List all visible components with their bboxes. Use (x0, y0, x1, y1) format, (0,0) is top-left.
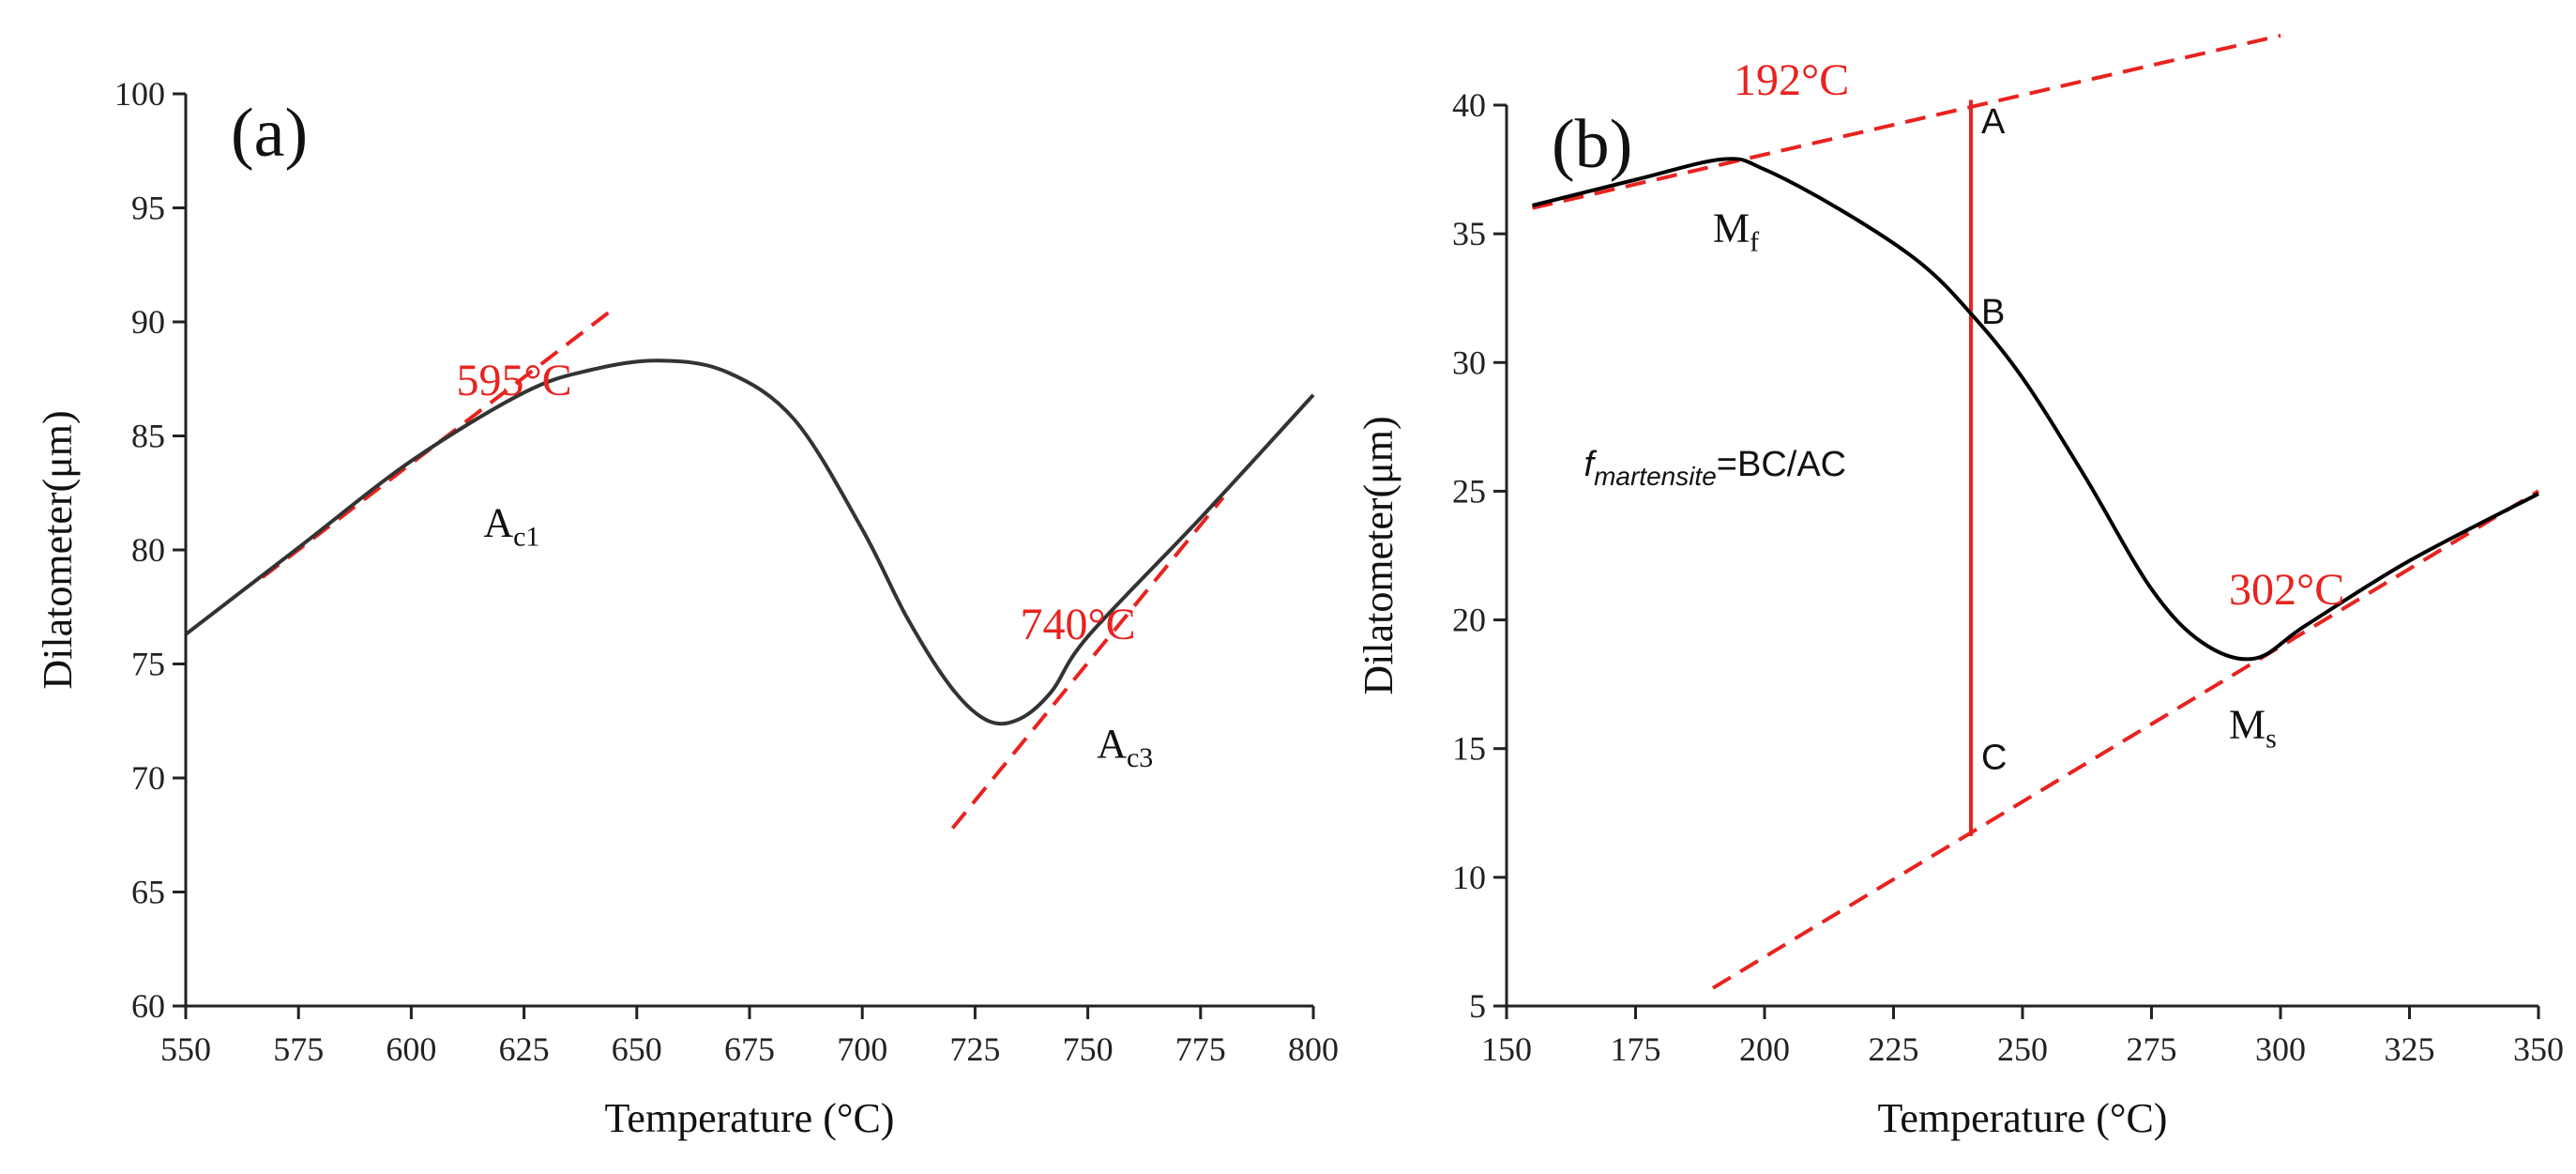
y-tick-label: 20 (1452, 602, 1486, 639)
y-axis-label: Dilatometer(μm) (1356, 416, 1402, 694)
annotation-label: 192°C (1734, 55, 1849, 105)
x-tick-label: 225 (1869, 1030, 1919, 1068)
x-tick-label: 650 (612, 1030, 662, 1068)
x-tick-label: 800 (1288, 1030, 1339, 1068)
x-axis-label: Temperature (°C) (1878, 1095, 2168, 1141)
annotation-label: Ac3 (1097, 721, 1153, 773)
x-tick-label: 275 (2127, 1030, 2177, 1068)
annotation-label: 740°C (1020, 600, 1135, 649)
y-tick-label: 90 (131, 303, 165, 341)
x-tick-label: 350 (2513, 1030, 2564, 1068)
x-tick-label: 250 (1997, 1030, 2048, 1068)
y-axis-label: Dilatometer(μm) (35, 410, 81, 689)
y-tick-label: 60 (131, 987, 165, 1025)
y-tick-label: 95 (131, 190, 165, 227)
x-tick-label: 675 (724, 1030, 775, 1068)
x-tick-label: 300 (2255, 1030, 2306, 1068)
annotation-label: B (1981, 293, 2005, 332)
annotation-label: Ms (2229, 702, 2277, 755)
annotation-label: Mf (1713, 205, 1759, 257)
tangent-line (950, 496, 1225, 830)
y-tick-label: 5 (1469, 987, 1486, 1025)
annotation-label: Ac1 (483, 499, 539, 552)
tangent-line (1532, 33, 2281, 210)
x-tick-label: 725 (949, 1030, 1000, 1068)
annotation-label: 302°C (2229, 565, 2344, 615)
tangent-line (261, 306, 616, 579)
y-tick-label: 70 (131, 759, 165, 797)
panel-label: (a) (231, 95, 308, 172)
x-axis-label: Temperature (°C) (605, 1095, 895, 1141)
y-tick-label: 15 (1452, 730, 1486, 768)
y-tick-label: 25 (1452, 472, 1486, 510)
panel-label: (b) (1552, 106, 1632, 183)
x-tick-label: 625 (499, 1030, 550, 1068)
x-tick-label: 750 (1063, 1030, 1114, 1068)
x-tick-label: 150 (1481, 1030, 1532, 1068)
annotation-label: A (1981, 102, 2006, 142)
y-tick-label: 40 (1452, 86, 1486, 124)
y-tick-label: 35 (1452, 215, 1486, 252)
y-tick-label: 100 (114, 75, 165, 113)
x-tick-label: 550 (160, 1030, 211, 1068)
formula-label: fmartensite=BC/AC (1584, 445, 1847, 491)
dilation-curve (1532, 157, 2539, 662)
x-tick-label: 775 (1175, 1030, 1226, 1068)
y-tick-label: 65 (131, 874, 165, 911)
x-tick-label: 200 (1739, 1030, 1790, 1068)
chart-panel-a: 550 575 600 625 650 675 700 725 750 775 800 60 65 70 7… (35, 75, 1339, 1141)
chart-panel-b: 150 175 200 225 250 275 300 325 350 5 10 15 20 25 30 35… (1356, 33, 2564, 1141)
annotation-label: C (1981, 739, 2007, 778)
y-tick-label: 80 (131, 531, 165, 569)
annotation-label: 595°C (456, 356, 571, 405)
tangent-line (1711, 489, 2540, 990)
y-tick-label: 85 (131, 418, 165, 455)
y-tick-label: 75 (131, 646, 165, 683)
x-tick-label: 175 (1611, 1030, 1661, 1068)
x-tick-label: 575 (273, 1030, 324, 1068)
y-tick-label: 30 (1452, 343, 1486, 381)
dilation-curve (184, 358, 1315, 726)
x-tick-label: 325 (2385, 1030, 2435, 1068)
x-tick-label: 600 (386, 1030, 436, 1068)
y-tick-label: 10 (1452, 859, 1486, 896)
x-tick-label: 700 (837, 1030, 887, 1068)
